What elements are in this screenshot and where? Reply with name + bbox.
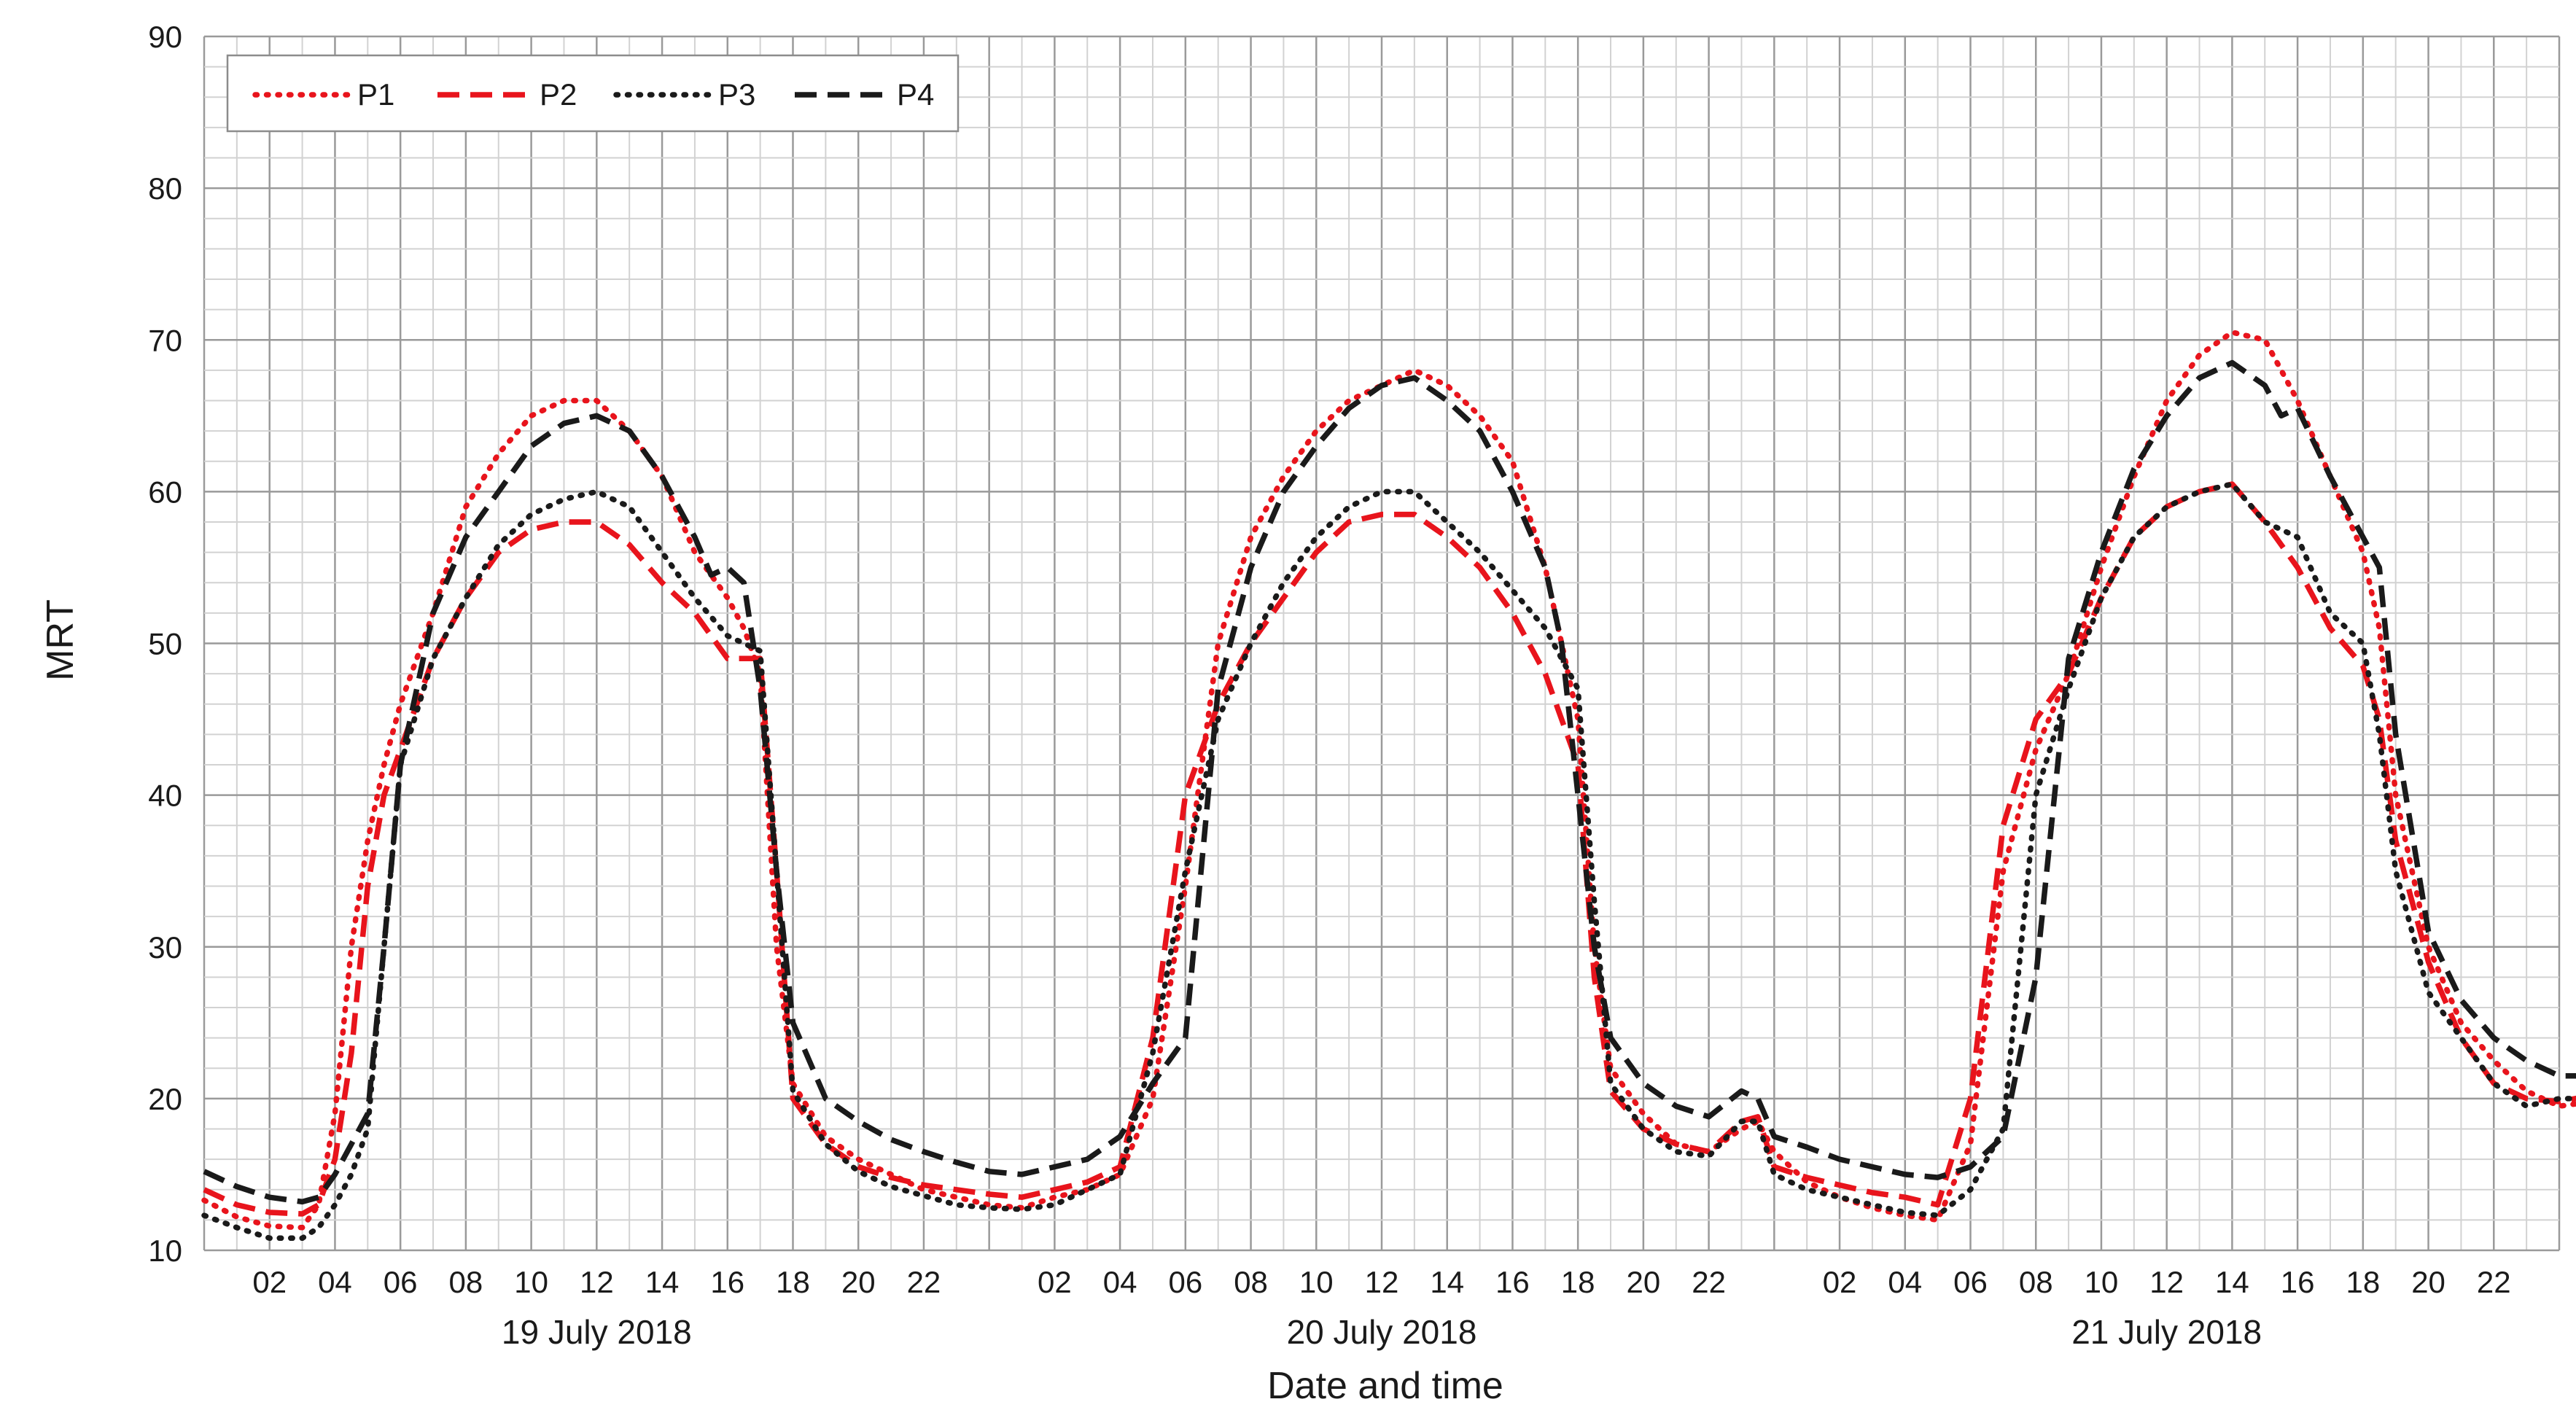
x-tick-label: 02	[1038, 1265, 1072, 1299]
day-label: 20 July 2018	[1287, 1313, 1477, 1351]
x-tick-label: 18	[1561, 1265, 1595, 1299]
x-tick-label: 02	[252, 1265, 287, 1299]
x-tick-label: 18	[2346, 1265, 2380, 1299]
y-tick-label: 30	[148, 930, 182, 965]
day-labels: 19 July 2018 20 July 2018 21 July 2018	[502, 1313, 2262, 1351]
x-tick-label: 08	[449, 1265, 483, 1299]
series-lines	[201, 330, 2576, 1242]
x-tick-label: 10	[2085, 1265, 2119, 1299]
y-tick-label: 20	[148, 1082, 182, 1116]
x-tick-label: 16	[710, 1265, 744, 1299]
x-tick-label: 10	[514, 1265, 548, 1299]
x-tick-label: 14	[1430, 1265, 1464, 1299]
x-tick-label: 04	[318, 1265, 352, 1299]
day-label: 21 July 2018	[2071, 1313, 2262, 1351]
x-axis-ticks: 02 04 06 08 10 12 14 16 18 20 22 02 04 06 08 10 12 14 16 18…	[252, 1265, 2510, 1299]
grid	[203, 35, 2561, 1252]
x-tick-label: 18	[776, 1265, 810, 1299]
y-tick-label: 80	[148, 171, 182, 206]
x-tick-label: 08	[2019, 1265, 2053, 1299]
x-tick-label: 16	[2281, 1265, 2315, 1299]
x-tick-label: 20	[1627, 1265, 1661, 1299]
y-tick-label: 70	[148, 323, 182, 357]
x-axis-title: Date and time	[1267, 1365, 1503, 1407]
x-tick-label: 06	[1953, 1265, 1988, 1299]
x-tick-label: 12	[2149, 1265, 2184, 1299]
x-tick-label: 16	[1495, 1265, 1530, 1299]
x-tick-label: 04	[1103, 1265, 1137, 1299]
y-axis-title: MRT	[39, 599, 82, 681]
x-tick-label: 08	[1234, 1265, 1268, 1299]
x-tick-label: 06	[1168, 1265, 1202, 1299]
y-tick-label: 60	[148, 475, 182, 509]
x-tick-label: 04	[1888, 1265, 1922, 1299]
x-tick-label: 12	[1365, 1265, 1399, 1299]
x-tick-label: 22	[907, 1265, 941, 1299]
x-tick-label: 06	[384, 1265, 418, 1299]
y-tick-label: 10	[148, 1234, 182, 1268]
legend-label-p1: P1	[357, 77, 394, 112]
legend-items: P1 P2 P3 P4	[252, 77, 934, 112]
y-axis-ticks: 10 20 30 40 50 60 70 80 90	[148, 20, 182, 1268]
y-tick-label: 90	[148, 20, 182, 54]
x-tick-label: 12	[580, 1265, 614, 1299]
series-line-p1	[201, 330, 2576, 1231]
x-tick-label: 14	[2215, 1265, 2249, 1299]
x-tick-label: 02	[1823, 1265, 1857, 1299]
legend-label-p2: P2	[540, 77, 577, 112]
x-tick-label: 10	[1299, 1265, 1334, 1299]
x-tick-label: 14	[645, 1265, 680, 1299]
series-line-p2	[203, 481, 2576, 1217]
y-tick-label: 50	[148, 627, 182, 661]
x-tick-label: 20	[2411, 1265, 2445, 1299]
legend-label-p3: P3	[718, 77, 755, 112]
x-tick-label: 22	[1692, 1265, 1726, 1299]
legend: P1 P2 P3 P4	[226, 54, 960, 133]
series-line-p3	[201, 481, 2576, 1242]
legend-label-p4: P4	[897, 77, 934, 112]
day-label: 19 July 2018	[502, 1313, 692, 1351]
y-tick-label: 40	[148, 779, 182, 813]
series-line-p4	[203, 359, 2576, 1205]
x-tick-label: 22	[2477, 1265, 2511, 1299]
x-tick-label: 20	[841, 1265, 876, 1299]
